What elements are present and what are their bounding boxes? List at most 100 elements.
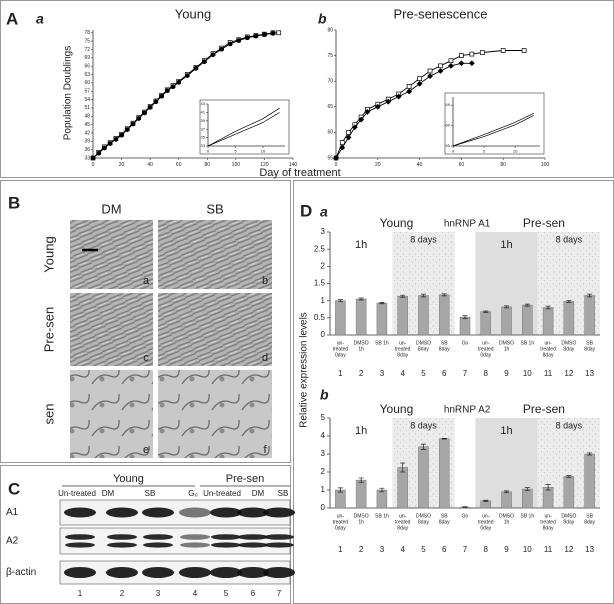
- series-line: [335, 62, 472, 159]
- inset-line: [207, 107, 280, 147]
- bar: [376, 489, 388, 509]
- bar: [376, 302, 388, 336]
- chart-title: hnRNP A1: [444, 219, 491, 230]
- marker: [427, 68, 433, 74]
- y-tick-label: 36: [84, 147, 90, 153]
- bar: [397, 295, 408, 336]
- y-tick-label: 2: [321, 467, 326, 476]
- y-tick-label: 39: [84, 139, 90, 145]
- y-tick-label: 2.5: [314, 244, 326, 253]
- bar: [397, 467, 408, 509]
- y-tick-label: 60: [327, 130, 333, 136]
- y-axis-label: Population Doublings: [63, 46, 74, 141]
- marker: [459, 53, 464, 58]
- lane-number: 11: [544, 369, 553, 378]
- marker: [427, 73, 433, 79]
- y-tick-label: 1.5: [314, 279, 326, 288]
- marker: [416, 80, 423, 87]
- error-bar: [524, 487, 530, 491]
- y-tick-label: 33: [201, 143, 206, 148]
- bar: [522, 488, 533, 509]
- period-label: 8 days: [556, 234, 583, 244]
- marker: [333, 155, 339, 161]
- x-tick-label: treated: [478, 346, 494, 352]
- period-label: 1h: [500, 425, 512, 437]
- x-tick-label: un-: [544, 513, 552, 519]
- y-tick-label: 54: [84, 97, 90, 103]
- blot: [59, 527, 291, 555]
- band: [263, 507, 295, 518]
- y-tick-label: 3: [321, 449, 326, 458]
- band: [64, 567, 96, 578]
- x-tick-label: 1h: [358, 519, 364, 525]
- error-bar: [587, 293, 593, 298]
- band: [211, 534, 241, 540]
- y-tick-label: 63: [84, 72, 90, 78]
- marker: [364, 109, 371, 115]
- marker: [339, 144, 346, 151]
- bar: [335, 489, 346, 509]
- bar: [542, 487, 554, 509]
- image-label: b: [262, 275, 268, 287]
- y-tick-label: 55: [327, 155, 333, 161]
- marker: [119, 132, 124, 138]
- error-bar: [379, 302, 385, 305]
- x-tick-label: un-: [337, 513, 345, 519]
- x-tick-label: 1h: [504, 346, 510, 352]
- lane-number: 1: [338, 369, 343, 378]
- marker: [170, 84, 176, 90]
- period-label: 1h: [500, 239, 512, 251]
- x-tick-label: un-: [337, 340, 345, 346]
- x-tick-label: DMSO: [416, 513, 431, 519]
- blot-label: β-actin: [6, 567, 36, 578]
- lane-label: SB: [278, 489, 289, 498]
- panel-frame: [0, 180, 291, 463]
- marker: [406, 83, 412, 89]
- marker: [184, 73, 190, 78]
- error-bar: [504, 490, 510, 494]
- inset-line: [452, 115, 534, 147]
- image-label: e: [143, 444, 149, 456]
- x-tick-label: DMSO: [354, 513, 369, 519]
- error-bar: [420, 443, 426, 450]
- panel-label: C: [8, 479, 20, 498]
- y-tick-label: 0.5: [314, 313, 326, 322]
- marker: [193, 66, 199, 71]
- bar: [563, 301, 575, 336]
- bar: [542, 307, 554, 336]
- x-tick-label: DMSO: [499, 340, 514, 346]
- lane-number: 4: [193, 589, 198, 598]
- error-bar: [358, 297, 364, 301]
- column-label: SB: [206, 201, 223, 216]
- x-tick-label: 8day: [418, 346, 429, 352]
- y-tick-label: 75: [84, 38, 90, 44]
- micrograph: [158, 220, 272, 289]
- band: [210, 567, 242, 578]
- lane-number: 4: [400, 369, 405, 378]
- marker: [164, 88, 170, 94]
- band: [180, 534, 210, 540]
- marker: [448, 62, 454, 69]
- y-tick-label: 43: [201, 101, 206, 106]
- band: [143, 534, 173, 540]
- y-tick-label: 66: [84, 64, 90, 70]
- band: [237, 507, 269, 518]
- panel-sublabel: b: [318, 11, 327, 27]
- bar: [584, 295, 595, 336]
- period-label: 8 days: [556, 420, 583, 430]
- x-tick-label: 20: [375, 162, 381, 168]
- x-tick-label: 8day: [563, 346, 574, 352]
- blot-label: A2: [6, 536, 19, 547]
- x-tick-label: 60: [459, 162, 465, 168]
- x-tick-label: 5: [234, 149, 237, 154]
- lane-number: 12: [564, 545, 573, 554]
- y-tick-label: 60: [446, 123, 451, 128]
- marker: [438, 63, 443, 69]
- error-bar: [566, 299, 572, 303]
- y-tick-label: 2: [321, 261, 326, 270]
- bar: [438, 438, 450, 509]
- x-tick-label: 8day: [397, 352, 408, 358]
- y-tick-label: 48: [84, 114, 90, 120]
- x-tick-label: un-: [482, 340, 490, 346]
- band: [142, 507, 174, 518]
